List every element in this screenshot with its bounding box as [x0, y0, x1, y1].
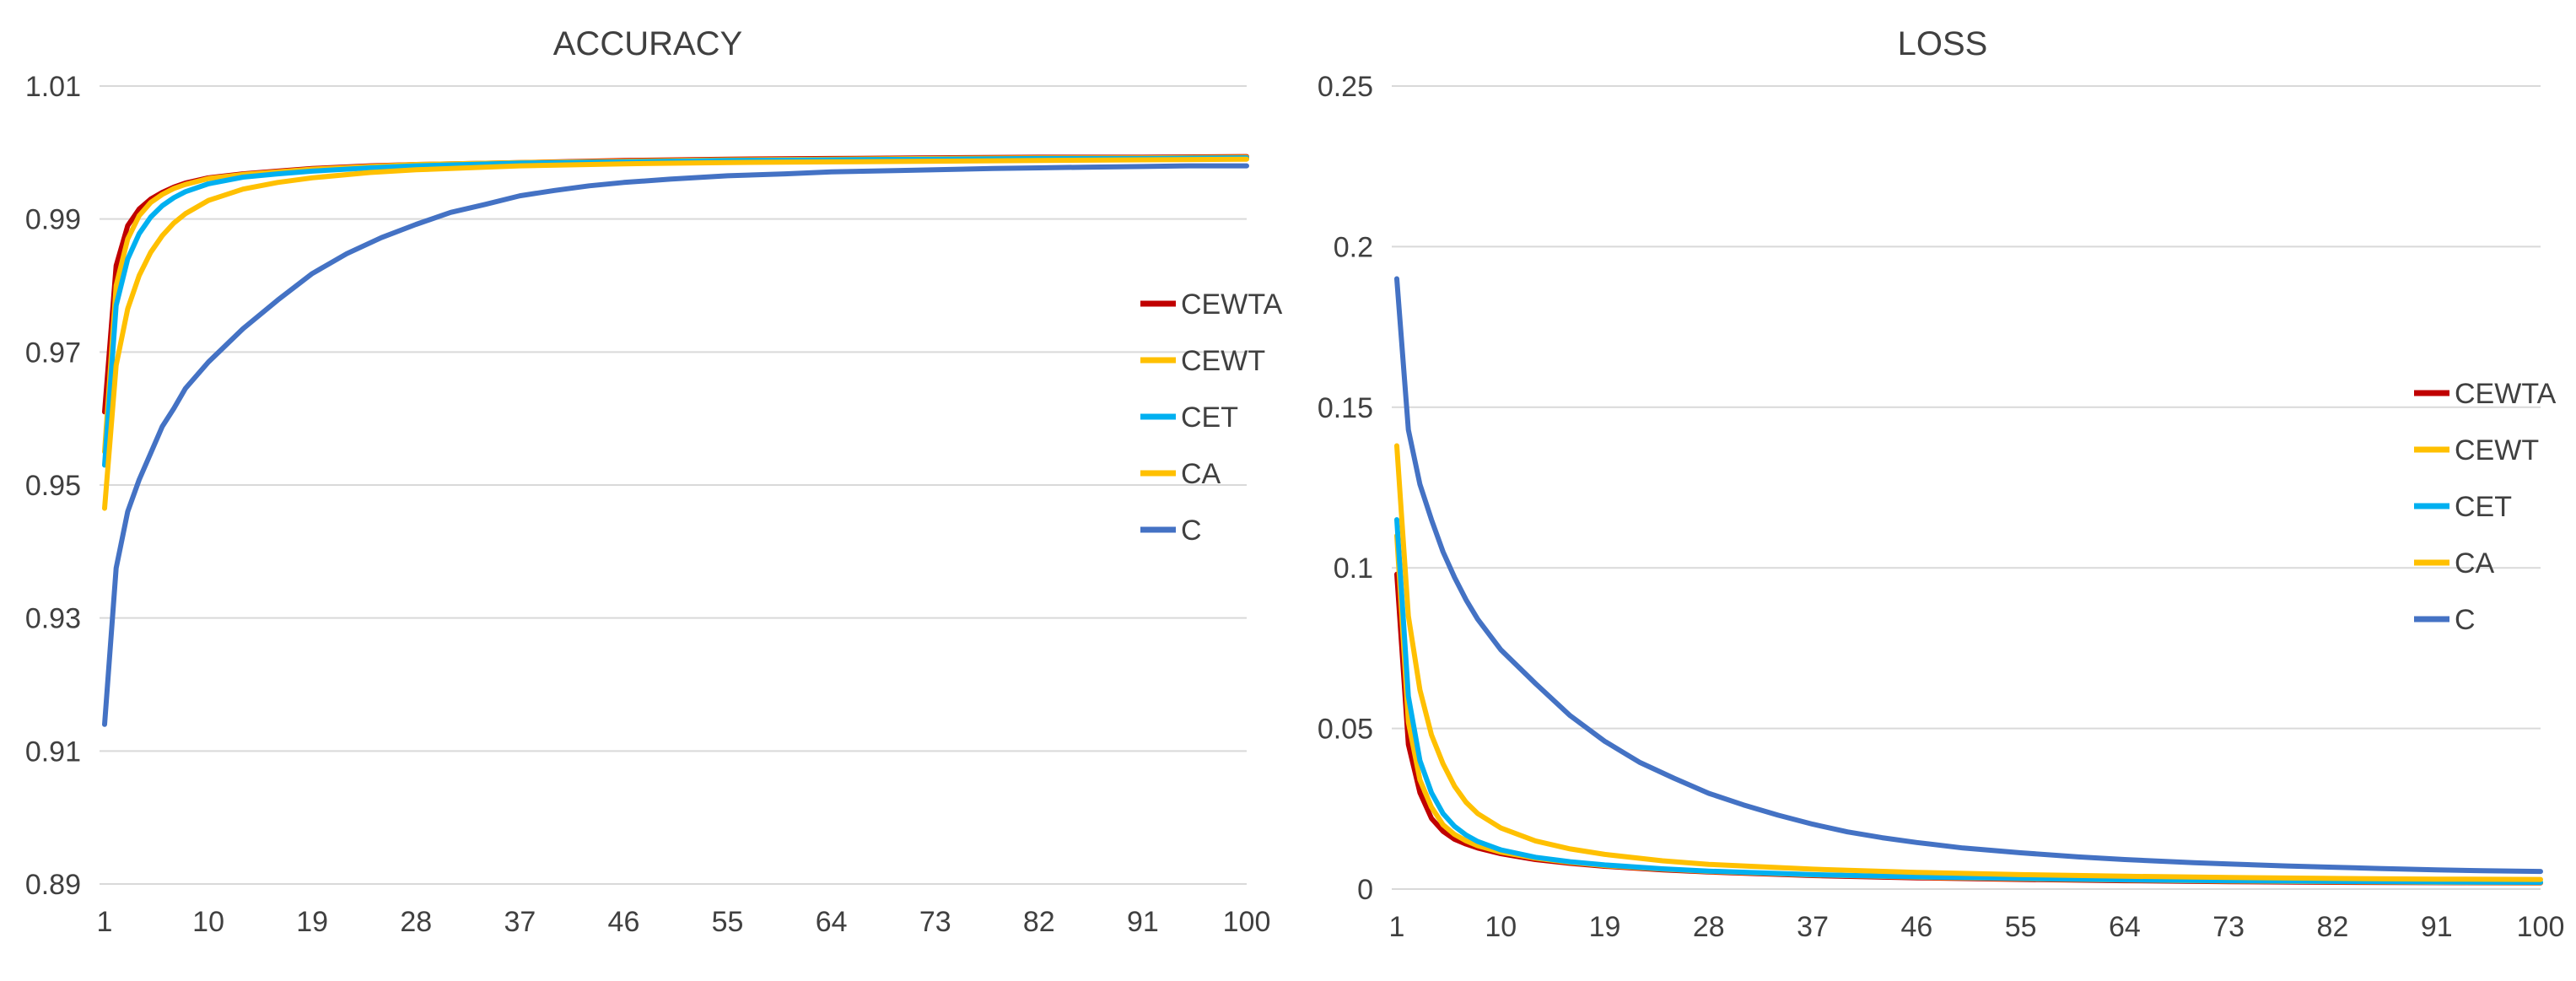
loss-y-tick-label: 0.05 [1318, 714, 1373, 746]
legend-label-ca: CA [1181, 458, 1221, 490]
loss-x-tick-label: 28 [1693, 911, 1725, 943]
accuracy-y-tick-label: 0.97 [25, 337, 81, 369]
loss-chart-y-axis: 0 0.05 0.1 0.15 0.2 0.25 [1318, 71, 1373, 906]
loss-chart-legend: CEWTA CEWT CET CA C [2414, 378, 2557, 636]
legend-label-ca: CA [2455, 547, 2495, 579]
loss-y-tick-label: 0.15 [1318, 392, 1373, 424]
loss-x-tick-label: 1 [1389, 911, 1405, 943]
loss-y-tick-label: 0.2 [1334, 231, 1373, 263]
loss-chart: LOSS 0 0.05 0.1 0.15 0.2 0.25 1 10 19 28 37 46 55 64… [1318, 25, 2565, 943]
legend-label-cewta: CEWTA [1181, 288, 1283, 321]
accuracy-chart-y-axis: 0.89 0.91 0.93 0.95 0.97 0.99 1.01 [25, 71, 81, 901]
accuracy-chart-series [102, 154, 1249, 727]
accuracy-x-tick-label: 82 [1023, 906, 1055, 938]
loss-x-tick-label: 91 [2421, 911, 2453, 943]
accuracy-y-tick-label: 0.89 [25, 869, 81, 901]
accuracy-y-tick-label: 1.01 [25, 71, 81, 103]
accuracy-x-tick-label: 19 [296, 906, 328, 938]
accuracy-x-tick-label: 55 [712, 906, 744, 938]
accuracy-x-tick-label: 64 [816, 906, 848, 938]
loss-x-tick-label: 100 [2517, 911, 2565, 943]
accuracy-y-tick-label: 0.93 [25, 603, 81, 635]
loss-chart-title: LOSS [1898, 25, 1988, 62]
legend-label-cewta: CEWTA [2455, 378, 2557, 410]
loss-x-tick-label: 46 [1900, 911, 1932, 943]
loss-series-line-c [1394, 276, 2543, 875]
accuracy-chart-x-axis: 1 10 19 28 37 46 55 64 73 82 91 100 [97, 906, 1271, 938]
loss-y-tick-label: 0 [1357, 874, 1373, 906]
accuracy-y-tick-label: 0.99 [25, 204, 81, 236]
accuracy-x-tick-label: 100 [1223, 906, 1271, 938]
accuracy-x-tick-label: 10 [192, 906, 224, 938]
legend-label-cewt: CEWT [2455, 434, 2539, 466]
accuracy-chart-legend: CEWTA CEWT CET CA C [1140, 288, 1283, 547]
accuracy-x-tick-label: 28 [400, 906, 432, 938]
legend-label-c: C [2455, 604, 2476, 636]
legend-label-cet: CET [1181, 402, 1238, 434]
accuracy-series-line-c [102, 163, 1249, 727]
accuracy-chart-title: ACCURACY [553, 25, 742, 62]
loss-y-tick-label: 0.25 [1318, 71, 1373, 103]
accuracy-y-tick-label: 0.91 [25, 736, 81, 768]
loss-x-tick-label: 73 [2212, 911, 2245, 943]
accuracy-x-tick-label: 37 [504, 906, 536, 938]
accuracy-chart-gridlines [100, 85, 1247, 885]
accuracy-x-tick-label: 46 [608, 906, 640, 938]
loss-x-tick-label: 64 [2109, 911, 2141, 943]
loss-x-tick-label: 82 [2317, 911, 2349, 943]
accuracy-x-tick-label: 73 [919, 906, 951, 938]
loss-x-tick-label: 19 [1589, 911, 1621, 943]
loss-x-tick-label: 10 [1485, 911, 1517, 943]
loss-series-line-cet [1394, 517, 2543, 885]
loss-series-line-ca [1394, 443, 2543, 882]
accuracy-x-tick-label: 1 [97, 906, 113, 938]
legend-label-c: C [1181, 515, 1202, 547]
legend-label-cet: CET [2455, 491, 2512, 523]
loss-chart-series [1394, 276, 2543, 886]
loss-y-tick-label: 0.1 [1334, 552, 1373, 585]
accuracy-series-line-ca [102, 156, 1249, 511]
loss-chart-x-axis: 1 10 19 28 37 46 55 64 73 82 91 100 [1389, 911, 2565, 943]
accuracy-x-tick-label: 91 [1127, 906, 1159, 938]
legend-label-cewt: CEWT [1181, 345, 1265, 377]
loss-x-tick-label: 55 [2005, 911, 2037, 943]
accuracy-y-tick-label: 0.95 [25, 470, 81, 502]
loss-x-tick-label: 37 [1797, 911, 1829, 943]
